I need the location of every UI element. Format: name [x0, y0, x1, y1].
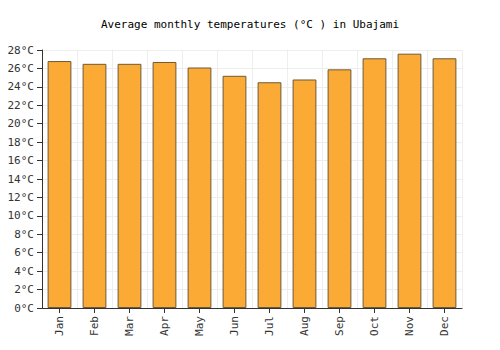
svg-text:May: May	[193, 316, 206, 336]
svg-text:10°C: 10°C	[8, 209, 35, 222]
svg-text:18°C: 18°C	[8, 136, 35, 149]
svg-text:Sep: Sep	[333, 316, 346, 336]
svg-text:6°C: 6°C	[14, 246, 34, 259]
svg-text:Nov: Nov	[403, 316, 416, 336]
svg-text:4°C: 4°C	[14, 265, 34, 278]
svg-text:14°C: 14°C	[8, 173, 35, 186]
svg-text:Oct: Oct	[368, 316, 381, 336]
svg-text:Average monthly temperatures (: Average monthly temperatures (°C ) in Ub…	[101, 18, 399, 31]
svg-text:26°C: 26°C	[8, 62, 35, 75]
svg-text:Feb: Feb	[88, 316, 101, 336]
svg-text:Jan: Jan	[53, 316, 66, 336]
svg-text:Mar: Mar	[123, 316, 136, 336]
svg-text:20°C: 20°C	[8, 117, 35, 130]
svg-text:Dec: Dec	[438, 316, 451, 336]
svg-text:8°C: 8°C	[14, 228, 34, 241]
svg-text:24°C: 24°C	[8, 80, 35, 93]
svg-text:0°C: 0°C	[14, 302, 34, 315]
svg-text:12°C: 12°C	[8, 191, 35, 204]
svg-text:22°C: 22°C	[8, 99, 35, 112]
svg-text:16°C: 16°C	[8, 154, 35, 167]
svg-text:Jun: Jun	[228, 316, 241, 336]
svg-text:28°C: 28°C	[8, 44, 35, 57]
svg-text:Jul: Jul	[263, 316, 276, 336]
svg-text:2°C: 2°C	[14, 283, 34, 296]
svg-text:Apr: Apr	[158, 316, 171, 336]
svg-text:Aug: Aug	[298, 316, 311, 336]
